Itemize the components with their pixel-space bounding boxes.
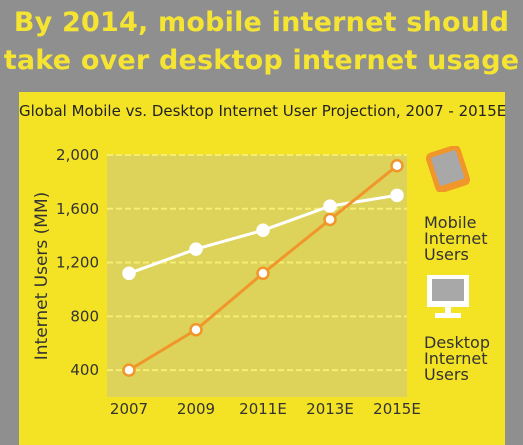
mobile-series-point bbox=[189, 323, 203, 337]
chart-title: Global Mobile vs. Desktop Internet User … bbox=[19, 102, 507, 120]
x-tick-label: 2007 bbox=[110, 400, 148, 418]
line-chart: 400 800 1,200 1,600 2,000 2007 2009 2011E 2013E 2… bbox=[32, 146, 421, 418]
desktop-series-point bbox=[390, 188, 404, 203]
x-tick-label: 2015E bbox=[373, 400, 421, 418]
legend-mobile: Mobile Internet Users bbox=[424, 215, 488, 263]
smartphone-icon bbox=[425, 146, 471, 192]
mobile-series-point bbox=[122, 363, 136, 377]
legend-desktop: Desktop Internet Users bbox=[424, 335, 490, 383]
y-tick-label: 800 bbox=[70, 307, 99, 325]
headline: By 2014, mobile internet should take ove… bbox=[0, 4, 523, 80]
desktop-series-point bbox=[323, 199, 337, 213]
y-tick-label: 400 bbox=[70, 361, 99, 379]
mobile-series-point bbox=[323, 212, 337, 227]
desktop-monitor-icon bbox=[427, 275, 469, 318]
headline-line-2: take over desktop internet usage bbox=[3, 45, 520, 76]
mobile-series-point bbox=[390, 159, 404, 173]
legend-mobile-line-3: Users bbox=[424, 245, 469, 264]
x-tick-label: 2009 bbox=[177, 400, 215, 418]
desktop-series-point bbox=[122, 266, 136, 281]
legend-desktop-line-1: Desktop bbox=[424, 333, 490, 352]
headline-line-1: By 2014, mobile internet should bbox=[13, 7, 510, 38]
mobile-series-point bbox=[256, 266, 270, 281]
y-tick-label: 1,600 bbox=[56, 200, 99, 218]
legend-desktop-line-3: Users bbox=[424, 365, 469, 384]
legend-mobile-line-1: Mobile bbox=[424, 213, 477, 232]
y-tick-label: 1,200 bbox=[56, 254, 99, 272]
legend-mobile-line-2: Internet bbox=[424, 229, 488, 248]
y-axis-title: Internet Users (MM) bbox=[32, 192, 52, 361]
y-tick-label: 2,000 bbox=[56, 146, 99, 164]
desktop-series-point bbox=[256, 223, 270, 238]
x-tick-label: 2013E bbox=[306, 400, 354, 418]
desktop-series-point bbox=[189, 242, 203, 256]
legend-desktop-line-2: Internet bbox=[424, 349, 488, 368]
x-tick-label: 2011E bbox=[239, 400, 287, 418]
chart-card: Global Mobile vs. Desktop Internet User … bbox=[19, 92, 507, 445]
